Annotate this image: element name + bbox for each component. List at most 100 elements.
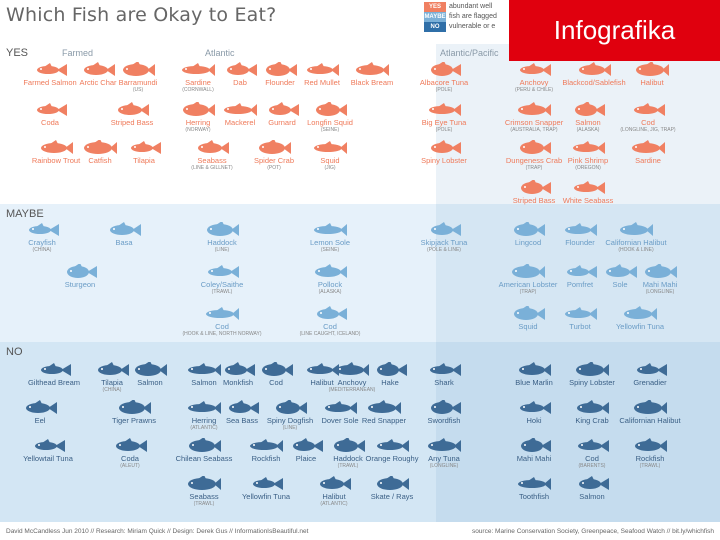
fish-label: Sea Bass — [225, 416, 259, 425]
fish-icon — [377, 362, 407, 376]
fish-label: Salmon — [575, 118, 601, 127]
fish-icon — [135, 362, 167, 376]
fish-item-yes: Striped Bass — [104, 102, 160, 127]
fish-label: Mahi Mahi — [516, 454, 552, 463]
fish-item-no: Shark — [416, 362, 472, 387]
fish-label: Dab — [233, 78, 247, 87]
column-header-atlantic: Atlantic — [205, 48, 235, 58]
fish-label: Herring — [191, 416, 217, 425]
fish-sublabel: (OREGON) — [575, 165, 601, 171]
fish-sublabel: (TRAP) — [525, 165, 543, 171]
fish-item-yes: Herring (NORWAY) — [170, 102, 226, 133]
fish-icon — [119, 400, 151, 414]
fish-item-no: Cod (BARENTS) — [564, 438, 620, 469]
fish-icon — [266, 62, 297, 76]
column-header-farmed: Farmed — [62, 48, 94, 58]
fish-icon — [579, 62, 611, 76]
fish-icon — [250, 439, 283, 452]
fish-label: Yellowfin Tuna — [241, 492, 291, 501]
fish-icon — [225, 362, 255, 376]
fish-item-yes: Spider Crab (POT) — [246, 140, 302, 171]
fish-label: American Lobster — [498, 280, 558, 289]
fish-item-yes: Rainbow Trout — [28, 140, 84, 165]
fish-item-no: Dover Sole — [312, 400, 368, 425]
fish-sublabel: (HOOK & LINE) — [618, 247, 654, 253]
fish-item-no: Californian Halibut — [619, 400, 681, 425]
fish-icon — [183, 102, 215, 116]
legend-text: vulnerable or e — [449, 23, 496, 30]
fish-icon — [577, 400, 609, 414]
fish-icon — [315, 264, 347, 278]
fish-icon — [518, 477, 551, 490]
fish-label: Blackcod/Sablefish — [562, 78, 626, 87]
fish-icon — [565, 307, 597, 320]
fish-label: Sardine — [635, 156, 661, 165]
fish-icon — [206, 307, 239, 320]
fish-label: Californian Halibut — [605, 238, 667, 247]
fish-icon — [41, 140, 73, 154]
fish-label: Sardine — [185, 78, 211, 87]
fish-label: Plaice — [295, 454, 317, 463]
legend-row-no: NO vulnerable or e — [424, 22, 544, 32]
fish-item-no: Seabass (TRAWL) — [176, 476, 232, 507]
fish-icon — [189, 438, 221, 452]
fish-icon — [41, 363, 71, 376]
fish-label: Dungeness Crab — [505, 156, 563, 165]
fish-label: Basa — [115, 238, 133, 247]
fish-label: Sturgeon — [64, 280, 96, 289]
fish-sublabel: (NORWAY) — [185, 127, 211, 133]
fish-label: Cod — [641, 118, 655, 127]
fish-item-no: Blue Marlin — [506, 362, 562, 387]
fish-item-maybe: Haddock (LINE) — [194, 222, 250, 253]
fish-icon — [635, 438, 667, 452]
fish-item-no: Grenadier — [622, 362, 678, 387]
fish-icon — [198, 140, 229, 154]
fish-item-yes: Coda — [22, 102, 78, 127]
fish-item-yes: Sardine (CORNWALL) — [170, 62, 226, 93]
fish-label: Albacore Tuna — [419, 78, 469, 87]
fish-label: Crayfish — [28, 238, 56, 247]
fish-icon — [67, 264, 97, 278]
fish-item-yes: Seabass (LINE & GILLNET) — [184, 140, 240, 171]
legend-row-yes: YES abundant well — [424, 2, 544, 12]
fish-icon — [624, 306, 657, 320]
fish-item-maybe: Squid — [500, 306, 556, 331]
fish-label: Cod — [585, 454, 599, 463]
fish-label: Seabass — [189, 492, 219, 501]
fish-icon — [336, 362, 369, 376]
fish-icon — [637, 363, 667, 376]
legend-text: abundant well — [449, 3, 493, 10]
fish-icon — [188, 476, 221, 490]
fish-item-no: Spiny Lobster — [564, 362, 620, 387]
fish-item-yes: Mackerel — [212, 102, 268, 127]
fish-sublabel: (JIG) — [324, 165, 336, 171]
section-label-no: NO — [6, 346, 23, 358]
fish-item-maybe: Turbot — [552, 306, 608, 331]
fish-item-no: Coda (ALEUT) — [102, 438, 158, 469]
fish-icon — [118, 102, 149, 116]
fish-sublabel: (LINE CAUGHT, ICELAND) — [299, 331, 361, 337]
fish-item-maybe: Cod (LINE CAUGHT, ICELAND) — [299, 306, 361, 337]
fish-sublabel: (CHINA) — [32, 247, 52, 253]
fish-sublabel: (LONGLINE, JIG, TRAP) — [620, 127, 676, 133]
fish-sublabel: (LONGLINE) — [429, 463, 459, 469]
fish-item-no: Rockfish (TRAWL) — [622, 438, 678, 469]
infografika-badge: Infografika — [509, 0, 720, 61]
fish-label: Cod — [269, 378, 283, 387]
fish-icon — [84, 62, 115, 76]
sources: source: Marine Conservation Society, Gre… — [471, 527, 714, 535]
fish-sublabel: (HOOK & LINE, NORTH NORWAY) — [182, 331, 262, 337]
fish-item-no: Salmon — [564, 476, 620, 501]
fish-item-yes: Longfin Squid (SEINE) — [302, 102, 358, 133]
fish-item-yes: Halibut — [624, 62, 680, 87]
fish-item-yes: Arctic Char — [70, 62, 126, 87]
fish-sublabel: (ATLANTIC) — [320, 501, 348, 507]
fish-icon — [224, 103, 257, 116]
fish-icon — [26, 400, 57, 414]
fish-label: Orange Roughy — [365, 454, 419, 463]
fish-label: Rainbow Trout — [31, 156, 81, 165]
fish-label: Barramundi — [118, 78, 158, 87]
fish-icon — [98, 362, 129, 376]
fish-item-no: Plaice — [278, 438, 334, 463]
fish-label: Yellowfin Tuna — [615, 322, 665, 331]
